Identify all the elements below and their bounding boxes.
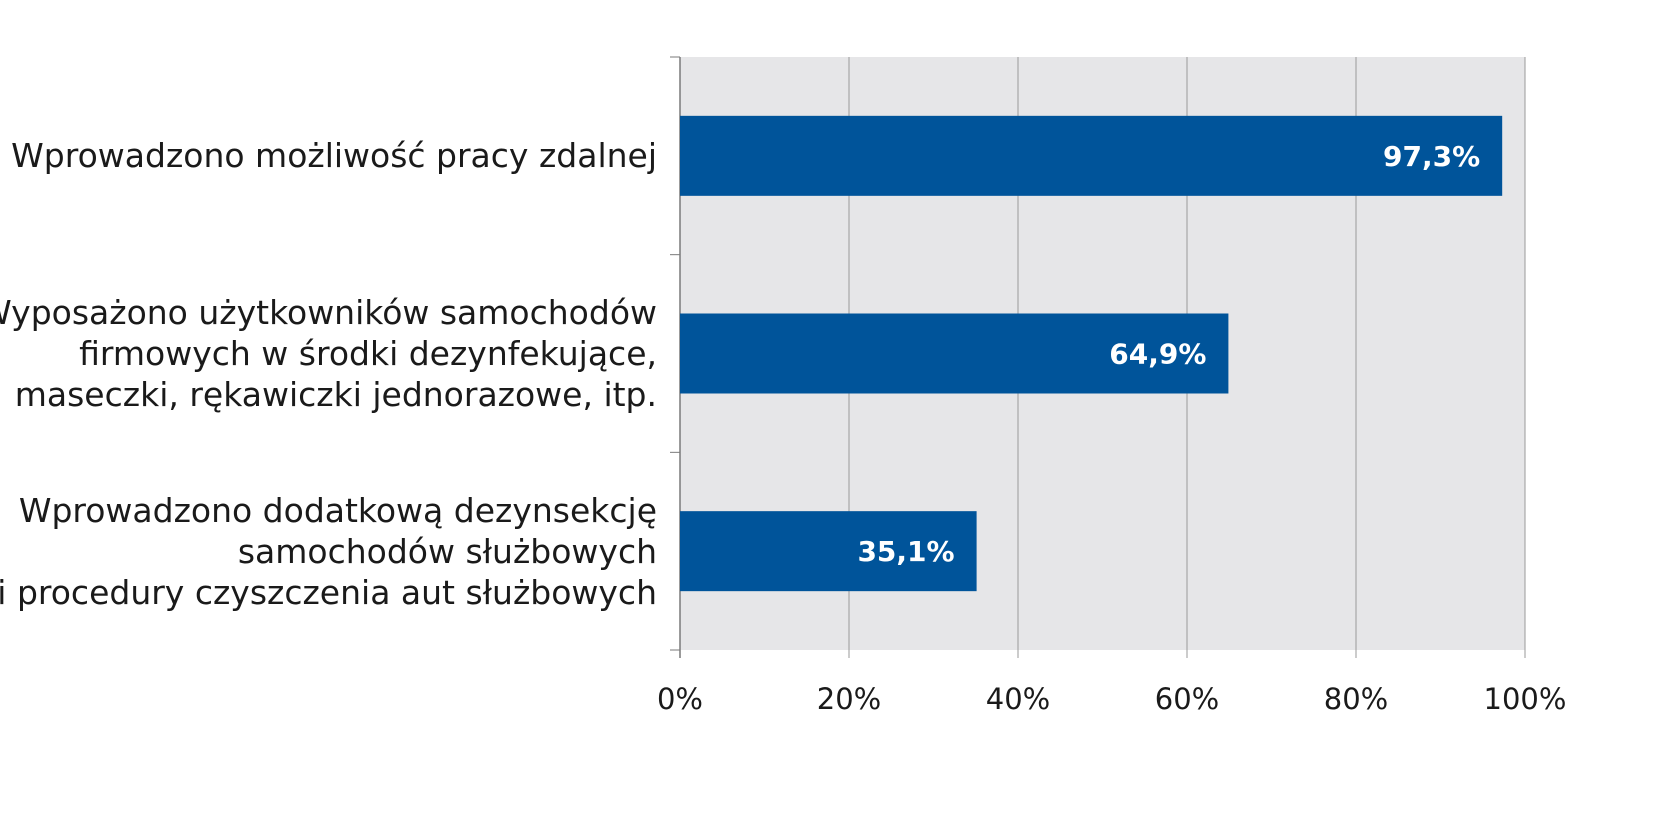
category-label-line: Wprowadzono dodatkową dezynsekcję	[18, 490, 657, 530]
category-label-line: firmowych w środki dezynfekujące,	[79, 334, 657, 373]
bar-value-label: 64,9%	[1109, 338, 1206, 371]
x-tick-label: 80%	[1324, 682, 1388, 716]
x-tick-label: 0%	[657, 682, 703, 716]
bar-value-label: 97,3%	[1383, 140, 1480, 173]
category-label: Wyposażono użytkowników samochodów firmow…	[0, 292, 657, 415]
x-tick-label: 60%	[1155, 682, 1219, 716]
category-label-line: Wyposażono użytkowników samochodów	[0, 293, 657, 332]
bar	[680, 115, 1503, 196]
category-label-line: i procedury czyszczenia aut służbowych	[0, 572, 657, 612]
category-label: Wprowadzono dodatkową dezynsekcję samocho…	[0, 490, 657, 613]
bar	[680, 313, 1229, 394]
category-label-line: maseczki, rękawiczki jednorazowe, itp.	[14, 375, 657, 414]
category-label-line: samochodów służbowych	[237, 531, 657, 571]
x-tick-label: 40%	[986, 682, 1050, 716]
x-tick-label: 100%	[1484, 682, 1567, 716]
category-label: Wprowadzono możliwość pracy zdalnej	[11, 135, 657, 176]
x-tick-label: 20%	[817, 682, 881, 716]
bar-value-label: 35,1%	[857, 535, 954, 568]
category-label-line: Wprowadzono możliwość pracy zdalnej	[11, 136, 657, 176]
bar	[680, 511, 977, 592]
